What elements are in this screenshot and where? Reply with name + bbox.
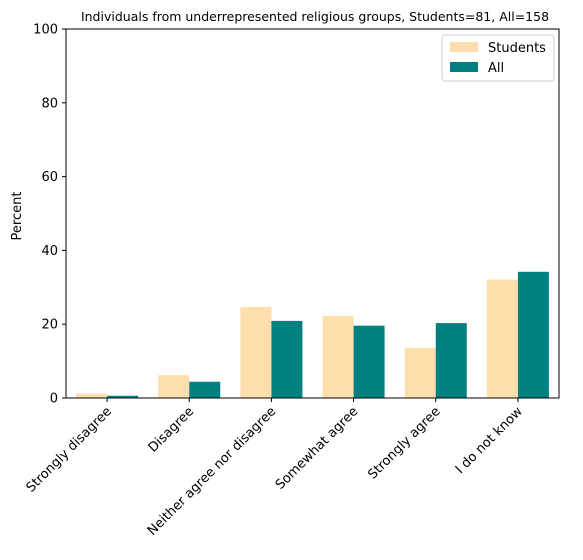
bar-students-somewhat-agree [322,316,354,398]
bar-all-disagree [189,381,221,398]
plot-frame [65,28,560,399]
bar-students-i-do-not-know [486,279,518,398]
bar-students-strongly-agree [404,347,436,398]
y-tick-label: 0 [50,392,58,407]
y-tick-label: 100 [33,23,58,38]
y-tick-label: 80 [41,96,58,111]
x-tick-label: Strongly disagree [24,404,115,495]
bars [76,271,549,398]
y-tick-label: 40 [41,244,58,259]
x-tick-label: I do not know [453,404,526,477]
bar-all-i-do-not-know [517,271,549,398]
legend-swatch-all [450,62,478,72]
legend-label-students: Students [488,41,546,56]
legend-swatch-students [450,42,478,52]
y-axis-ticks: 0 20 40 60 80 100 [33,23,66,407]
x-tick-label: Somewhat agree [273,404,362,493]
y-tick-label: 20 [41,318,58,333]
x-tick-label: Strongly agree [365,404,443,482]
y-axis-label: Percent [10,192,25,241]
bar-students-neither-agree-nor-disagree [240,306,272,398]
legend: Students All [441,34,555,82]
bar-all-strongly-disagree [107,395,139,398]
bar-students-strongly-disagree [76,393,108,398]
chart-title: Individuals from underrepresented religi… [81,9,549,24]
bar-students-disagree [158,375,190,398]
x-tick-label: Disagree [146,404,197,455]
y-tick-label: 60 [41,170,58,185]
legend-label-all: All [488,61,504,76]
bar-all-neither-agree-nor-disagree [271,320,303,398]
bar-all-somewhat-agree [353,325,385,398]
bar-all-strongly-agree [435,323,467,398]
